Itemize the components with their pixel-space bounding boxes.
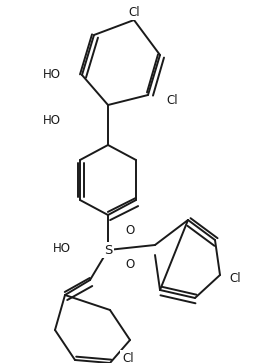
Text: Cl: Cl [166,94,178,106]
Text: Cl: Cl [128,5,140,19]
Text: O: O [125,224,135,237]
Text: Cl: Cl [122,351,134,363]
Text: Cl: Cl [229,272,241,285]
Text: O: O [125,258,135,272]
Text: HO: HO [43,114,61,126]
Text: HO: HO [43,69,61,82]
Text: HO: HO [53,241,71,254]
Text: S: S [104,244,112,257]
